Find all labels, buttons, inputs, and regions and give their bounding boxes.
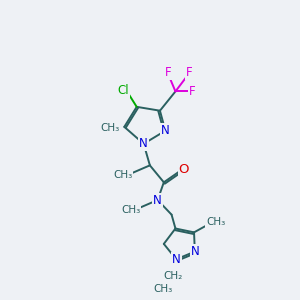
Text: CH₂: CH₂ [164, 271, 183, 281]
Text: CH₃: CH₃ [153, 284, 173, 294]
Text: N: N [139, 137, 148, 150]
Text: CH₃: CH₃ [206, 217, 225, 227]
Text: N: N [161, 124, 170, 137]
Text: F: F [164, 67, 171, 80]
Text: CH₃: CH₃ [113, 169, 132, 180]
Text: F: F [186, 67, 193, 80]
Text: CH₃: CH₃ [100, 123, 119, 134]
Text: Cl: Cl [117, 84, 129, 97]
Text: O: O [179, 163, 189, 176]
Text: CH₃: CH₃ [121, 205, 140, 215]
Text: F: F [189, 85, 196, 98]
Text: N: N [153, 194, 162, 206]
Text: N: N [190, 245, 199, 258]
Text: N: N [172, 253, 181, 266]
